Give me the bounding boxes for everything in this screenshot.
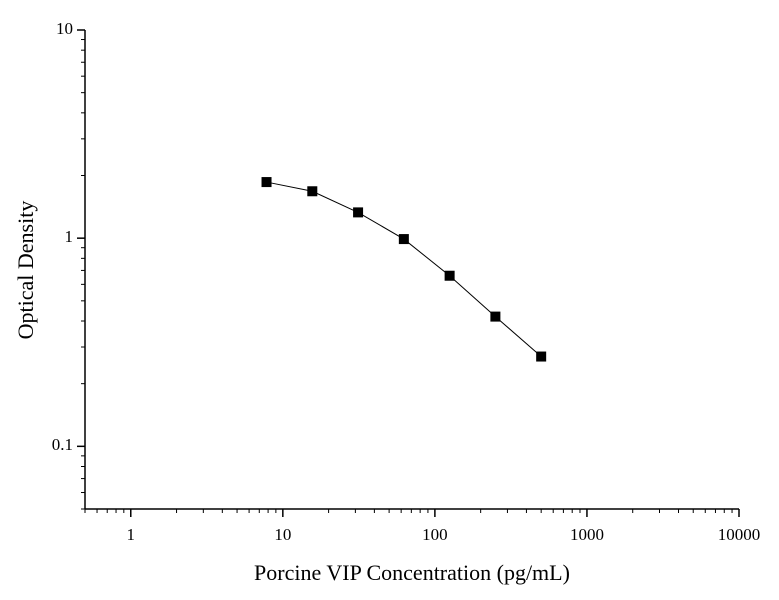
x-tick-label: 100 [422,525,448,544]
data-point [261,177,272,188]
y-tick-label: 1 [65,227,74,246]
data-point [307,186,318,197]
data-point [353,207,364,218]
data-point [536,351,547,362]
x-tick-label: 10 [274,525,291,544]
x-tick-label: 10000 [718,525,761,544]
y-axis-title: Optical Density [13,201,38,340]
data-point [444,270,455,281]
y-tick-label: 10 [56,19,73,38]
series-line [266,181,542,357]
data-point [398,234,409,245]
x-tick-label: 1 [127,525,136,544]
data-point [490,311,501,322]
x-tick-label: 1000 [570,525,604,544]
x-axis-title: Porcine VIP Concentration (pg/mL) [254,560,570,585]
y-tick-label: 0.1 [52,435,73,454]
